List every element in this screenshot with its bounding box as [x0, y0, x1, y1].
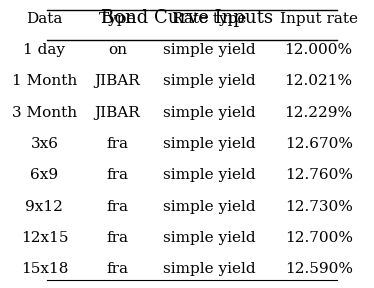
Title: Bond Curve Inputs: Bond Curve Inputs — [101, 9, 273, 27]
